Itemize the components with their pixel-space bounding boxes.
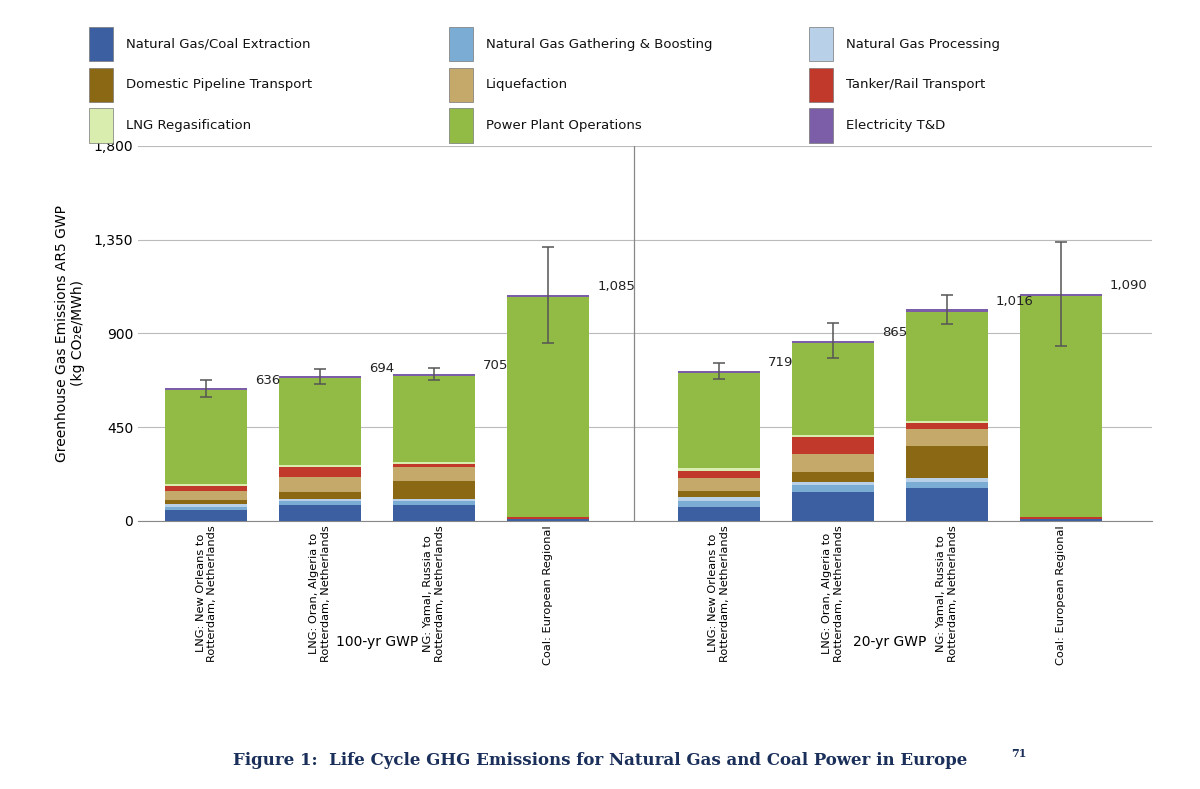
Bar xyxy=(906,478,988,482)
Bar xyxy=(394,464,475,467)
Bar xyxy=(678,469,760,470)
Text: 100-yr GWP: 100-yr GWP xyxy=(336,635,419,649)
Text: 1,090: 1,090 xyxy=(1110,279,1147,292)
Bar xyxy=(792,492,874,521)
Bar xyxy=(449,68,473,102)
Bar xyxy=(508,297,589,517)
Text: 20-yr GWP: 20-yr GWP xyxy=(853,635,926,649)
Bar xyxy=(906,423,988,428)
Bar xyxy=(280,376,361,378)
Bar xyxy=(166,504,247,507)
Text: 636: 636 xyxy=(256,374,281,387)
Text: 1,085: 1,085 xyxy=(598,280,635,294)
Bar xyxy=(394,505,475,521)
Bar xyxy=(508,295,589,297)
Bar xyxy=(1020,519,1102,521)
Bar xyxy=(280,492,361,499)
Bar xyxy=(792,437,874,454)
Bar xyxy=(906,312,988,421)
Text: Electricity T&D: Electricity T&D xyxy=(846,119,946,132)
Bar xyxy=(792,454,874,472)
Bar xyxy=(280,505,361,521)
Bar xyxy=(678,497,760,501)
Bar xyxy=(678,501,760,507)
Bar xyxy=(166,388,247,391)
Bar xyxy=(792,341,874,342)
Bar xyxy=(90,27,113,62)
Bar xyxy=(809,68,833,102)
Text: Natural Gas Gathering & Boosting: Natural Gas Gathering & Boosting xyxy=(486,38,713,50)
Bar xyxy=(90,108,113,143)
Bar xyxy=(792,481,874,485)
Bar xyxy=(394,499,475,501)
Bar xyxy=(280,378,361,466)
Bar xyxy=(394,467,475,481)
Bar xyxy=(166,391,247,484)
Bar xyxy=(280,466,361,467)
Bar xyxy=(280,501,361,505)
Text: LNG Regasification: LNG Regasification xyxy=(126,119,251,132)
Bar xyxy=(678,478,760,492)
Bar xyxy=(166,510,247,521)
Bar xyxy=(792,342,874,436)
Bar xyxy=(166,484,247,486)
Bar xyxy=(906,488,988,521)
Text: Domestic Pipeline Transport: Domestic Pipeline Transport xyxy=(126,78,312,92)
Text: 865: 865 xyxy=(882,326,907,339)
Bar xyxy=(678,492,760,497)
Text: Power Plant Operations: Power Plant Operations xyxy=(486,119,642,132)
Text: Natural Gas/Coal Extraction: Natural Gas/Coal Extraction xyxy=(126,38,311,50)
Text: 705: 705 xyxy=(484,359,509,372)
Bar xyxy=(1020,517,1102,518)
Text: Natural Gas Processing: Natural Gas Processing xyxy=(846,38,1000,50)
Bar xyxy=(906,428,988,447)
Bar xyxy=(394,462,475,464)
Bar xyxy=(792,436,874,437)
Text: 1,016: 1,016 xyxy=(996,294,1033,308)
Bar xyxy=(809,108,833,143)
Bar xyxy=(508,519,589,521)
Bar xyxy=(90,68,113,102)
Bar xyxy=(508,517,589,518)
Bar xyxy=(394,501,475,505)
Bar xyxy=(166,507,247,510)
Bar xyxy=(166,500,247,504)
Text: Liquefaction: Liquefaction xyxy=(486,78,569,92)
Bar xyxy=(906,421,988,423)
Bar xyxy=(906,447,988,478)
Bar xyxy=(280,499,361,501)
Bar xyxy=(1020,297,1102,517)
Bar xyxy=(449,108,473,143)
Bar xyxy=(280,467,361,477)
Bar xyxy=(394,374,475,376)
Bar xyxy=(906,482,988,488)
Bar xyxy=(809,27,833,62)
Text: 719: 719 xyxy=(768,357,793,369)
Bar xyxy=(678,371,760,372)
Bar xyxy=(678,372,760,469)
Text: Tanker/Rail Transport: Tanker/Rail Transport xyxy=(846,78,985,92)
Bar xyxy=(280,477,361,492)
Bar xyxy=(394,376,475,462)
Bar xyxy=(1020,294,1102,297)
Bar xyxy=(449,27,473,62)
Bar xyxy=(166,486,247,491)
Bar xyxy=(678,507,760,521)
Bar xyxy=(678,470,760,478)
Bar xyxy=(792,485,874,492)
Text: Figure 1:  Life Cycle GHG Emissions for Natural Gas and Coal Power in Europe: Figure 1: Life Cycle GHG Emissions for N… xyxy=(233,752,967,769)
Bar xyxy=(166,491,247,500)
Y-axis label: Greenhouse Gas Emissions AR5 GWP
(kg CO₂e/MWh): Greenhouse Gas Emissions AR5 GWP (kg CO₂… xyxy=(55,205,85,462)
Text: 71: 71 xyxy=(1012,748,1027,759)
Text: 694: 694 xyxy=(370,361,395,375)
Bar xyxy=(394,481,475,499)
Bar xyxy=(792,472,874,481)
Bar xyxy=(906,309,988,312)
